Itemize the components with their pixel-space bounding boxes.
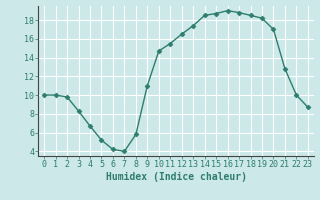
X-axis label: Humidex (Indice chaleur): Humidex (Indice chaleur) bbox=[106, 172, 246, 182]
